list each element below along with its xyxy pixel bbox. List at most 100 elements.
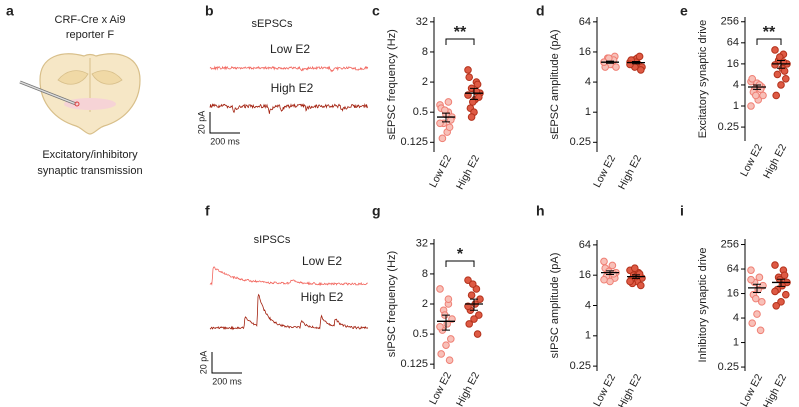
scale-bar [211,352,242,374]
panel-letter: a [6,3,14,19]
data-point [771,287,779,296]
panel-letter: f [205,203,210,219]
data-point [637,281,645,290]
data-point [444,295,453,303]
recording-site [74,101,80,107]
y-tick-label: 64 [579,239,591,251]
y-axis-label: sEPSC amplitude (pA) [549,29,561,139]
y-tick-label: 0.125 [400,358,428,370]
y-tick-label: 256 [721,238,739,250]
region [57,70,89,85]
data-point [467,113,476,121]
data-point [637,66,645,74]
data-point [635,52,644,61]
data-point [752,91,760,100]
data-point [772,301,781,310]
data-point [747,266,755,274]
data-point [748,319,757,327]
y-tick-label: 0.25 [718,361,739,373]
data-point [469,98,477,106]
y-tick-label: 4 [585,76,591,88]
condition-label: Low E2 [270,42,310,56]
y-tick-label: 1 [733,100,739,112]
data-point [436,285,444,293]
sem-bar [777,59,785,69]
significance-label: * [457,246,464,263]
y-tick-label: 64 [727,37,739,49]
condition-label: High E2 [271,81,314,95]
y-tick-label: 1 [585,106,591,118]
data-point [464,66,472,74]
y-axis-label: sIPSC frequency (Hz) [386,251,398,357]
trace [209,103,369,114]
x-tick-label: High E2 [761,372,789,407]
trace [209,266,368,287]
data-point [782,74,790,83]
sem-bar [753,84,761,90]
data-point [465,73,474,82]
sem-bar [606,270,614,276]
y-tick-label: 0.25 [718,121,739,133]
target-region [64,98,116,110]
data-point [600,275,608,284]
y-tick-label: 0.5 [413,328,428,340]
x-tick-label: High E2 [616,153,644,192]
scale-label: 200 ms [212,376,242,386]
y-tick-label: 16 [727,287,739,299]
data-point [771,61,779,69]
sem-bar [632,61,640,65]
trace [209,293,369,331]
y-tick-label: 0.125 [400,136,428,148]
significance-label: ** [763,24,776,41]
data-point [469,280,477,288]
sem-bar [777,278,785,287]
sem-bar [753,283,761,293]
y-axis-label: Inhibitory synaptic drive [697,248,709,363]
data-point [442,341,450,349]
brain-illustration [19,53,141,135]
sem-bar [606,60,614,64]
significance-bracket [445,38,475,45]
y-tick-label: 32 [416,16,428,28]
condition-label: High E2 [301,290,344,304]
trace [209,65,369,73]
scale-label: 20 pA [196,111,206,135]
data-point [441,106,449,114]
trace-title: sIPSCs [254,234,291,246]
data-point [445,123,454,132]
significance-bracket [756,38,782,45]
y-axis-label: Excitatory synaptic drive [697,20,709,139]
panel-letter: i [680,203,684,219]
y-tick-label: 2 [422,76,428,88]
panel-letter: e [680,3,688,19]
y-tick-label: 0.25 [570,360,591,372]
panel-letter: b [205,3,214,19]
data-point [605,267,613,276]
data-point [753,310,761,318]
panel-letter: h [536,203,545,219]
panel-letter: g [372,203,381,219]
data-point [444,98,453,106]
data-point [773,70,782,79]
x-tick-label: High E2 [454,370,482,407]
data-point [631,264,639,273]
sem-bar [442,112,450,123]
y-tick-label: 4 [733,79,739,91]
significance-bracket [445,260,475,267]
data-point [771,46,779,54]
data-point [445,356,454,365]
data-point [747,102,755,110]
panel-letter: d [536,3,545,19]
data-point [777,298,785,306]
data-point [475,311,483,319]
y-tick-label: 16 [727,58,739,70]
data-point [600,257,608,266]
region [91,70,123,85]
y-tick-label: 256 [721,16,739,28]
y-axis-label: sIPSC amplitude (pA) [549,253,561,359]
data-point [438,134,447,143]
x-tick-label: High E2 [616,372,644,407]
y-tick-label: 0.5 [413,106,428,118]
